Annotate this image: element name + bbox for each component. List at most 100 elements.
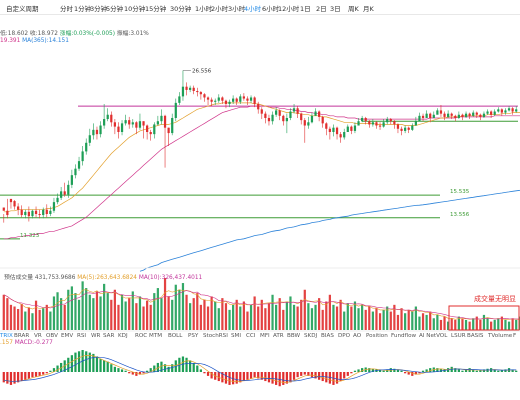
volume-bar (339, 299, 342, 330)
indicator-tab-1[interactable]: BRAR (14, 333, 30, 339)
indicator-tab-8[interactable]: KDJ (118, 333, 128, 339)
indicator-tab-16[interactable]: MFI (260, 333, 270, 339)
indicator-tab-0[interactable]: TRIX (0, 333, 13, 339)
tab-period-2[interactable]: 1分钟 (74, 5, 92, 13)
tab-period-11[interactable]: 4小时 (244, 5, 262, 13)
candle-body (278, 110, 281, 116)
indicator-tab-5[interactable]: RSI (77, 333, 87, 339)
indicator-tab-9[interactable]: ROC (135, 333, 148, 339)
macd-histogram-bar (27, 372, 30, 379)
macd-histogram-bar (74, 352, 77, 372)
tab-period-6[interactable]: 15分钟 (145, 5, 167, 13)
candle-body (432, 114, 435, 118)
indicator-tab-26[interactable]: LSUR (451, 333, 466, 339)
indicator-tab-2[interactable]: VR (34, 333, 42, 339)
volume-bar (138, 296, 142, 330)
candle-body (6, 210, 9, 216)
macd-histogram-bar (411, 372, 414, 376)
indicator-tab-19[interactable]: SKDJ (304, 333, 318, 339)
volume-bar (300, 299, 303, 330)
tab-period-4[interactable]: 5分钟 (106, 5, 124, 13)
indicator-tab-15[interactable]: CCI (246, 333, 256, 339)
candle-body (178, 96, 181, 103)
tab-period-9[interactable]: 2小时 (211, 5, 229, 13)
volume-annotation-box (448, 305, 520, 331)
macd-histogram-bar (482, 369, 486, 372)
volume-legend: 预估成交量 431,753.9686 MA(5):263,643.6824 MA… (4, 272, 202, 281)
indicator-tab-22[interactable]: AO (353, 333, 362, 339)
tab-period-17[interactable]: 周K (348, 5, 359, 13)
volume-bar (103, 283, 106, 330)
indicator-tab-12[interactable]: PSY (188, 333, 199, 339)
tab-period-12[interactable]: 6小时 (262, 5, 280, 13)
macd-histogram-bar (235, 372, 238, 384)
tab-period-5[interactable]: 10分钟 (124, 5, 146, 13)
macd-histogram-bar (246, 372, 249, 380)
indicator-tab-11[interactable]: BOLL (168, 333, 183, 339)
candle-body (196, 91, 199, 93)
indicator-tab-4[interactable]: EMV (61, 333, 74, 339)
macd-histogram-bar (253, 372, 256, 378)
indicator-tab-14[interactable]: SMI (231, 333, 242, 339)
tab-period-10[interactable]: 3小时 (228, 5, 246, 13)
tab-period-16[interactable]: 3日 (330, 5, 341, 13)
candle-body (88, 135, 91, 143)
tab-period-0[interactable]: 自定义周期 (6, 5, 39, 13)
indicator-tab-27[interactable]: BASIS (467, 333, 484, 339)
price-info-line: 低:18.602 收:18.972 涨幅:0.03%(-0.005) 振幅:3.… (0, 28, 149, 37)
indicator-tab-25[interactable]: AI NetVOL (419, 333, 448, 339)
macd-histogram-bar (138, 372, 142, 375)
tab-period-15[interactable]: 2日 (316, 5, 327, 13)
candle-body (38, 214, 41, 216)
candle-body (389, 119, 392, 122)
candle-body (411, 125, 414, 130)
indicator-tab-6[interactable]: WR (91, 333, 101, 339)
macd-histogram-bar (260, 372, 263, 380)
volume-bar (74, 293, 77, 330)
tab-period-18[interactable]: 月K (363, 5, 374, 13)
volume-bar (246, 311, 249, 330)
indicator-tab-17[interactable]: ATR (273, 333, 284, 339)
volume-bar (196, 293, 199, 330)
tab-period-8[interactable]: 1小时 (195, 5, 213, 13)
indicator-tab-24[interactable]: Fundflow (391, 333, 417, 339)
indicator-tab-18[interactable]: BBW (287, 333, 301, 339)
candle-body (214, 100, 217, 102)
candle-body (468, 113, 471, 116)
tab-period-13[interactable]: 12小时 (278, 5, 300, 13)
volume-bar (468, 321, 471, 330)
indicator-tab-28[interactable]: TVolume (488, 333, 513, 339)
indicator-tab-10[interactable]: MTM (149, 333, 163, 339)
indicator-tab-7[interactable]: SAR (103, 333, 115, 339)
volume-bar (174, 284, 177, 330)
tab-period-1[interactable]: 分时 (60, 5, 73, 13)
indicator-tab-29[interactable]: F (513, 333, 517, 339)
macd-histogram-bar (228, 372, 231, 385)
macd-histogram-bar (310, 372, 314, 378)
volume-bar (120, 294, 124, 330)
volume-bar (382, 309, 385, 330)
candle-body (149, 132, 152, 135)
volume-bar (27, 307, 30, 330)
indicator-tab-21[interactable]: DPO (338, 333, 351, 339)
volume-bar (479, 319, 482, 330)
tab-period-3[interactable]: 3分钟 (90, 5, 108, 13)
indicator-tab-13[interactable]: StochRSI (203, 333, 228, 339)
tab-period-14[interactable]: 1日 (300, 5, 311, 13)
volume-bar (210, 296, 213, 330)
candle-body (103, 119, 106, 126)
ma-info-line: 19.391 MA(365):14.151 (0, 38, 69, 44)
volume-bar (271, 294, 274, 330)
candle-body (318, 111, 321, 117)
macd-histogram-bar (278, 372, 281, 387)
tab-period-7[interactable]: 30分钟 (170, 5, 192, 13)
indicator-tab-20[interactable]: BIAS (321, 333, 334, 339)
candle-body (246, 98, 249, 101)
indicator-tab-3[interactable]: OBV (46, 333, 58, 339)
volume-legend-label: 预估成交量 (4, 275, 33, 281)
indicator-tab-23[interactable]: Position (366, 333, 388, 339)
candle-body (27, 211, 30, 217)
macd-histogram-bar (457, 369, 460, 372)
macd-histogram-bar (418, 372, 421, 374)
